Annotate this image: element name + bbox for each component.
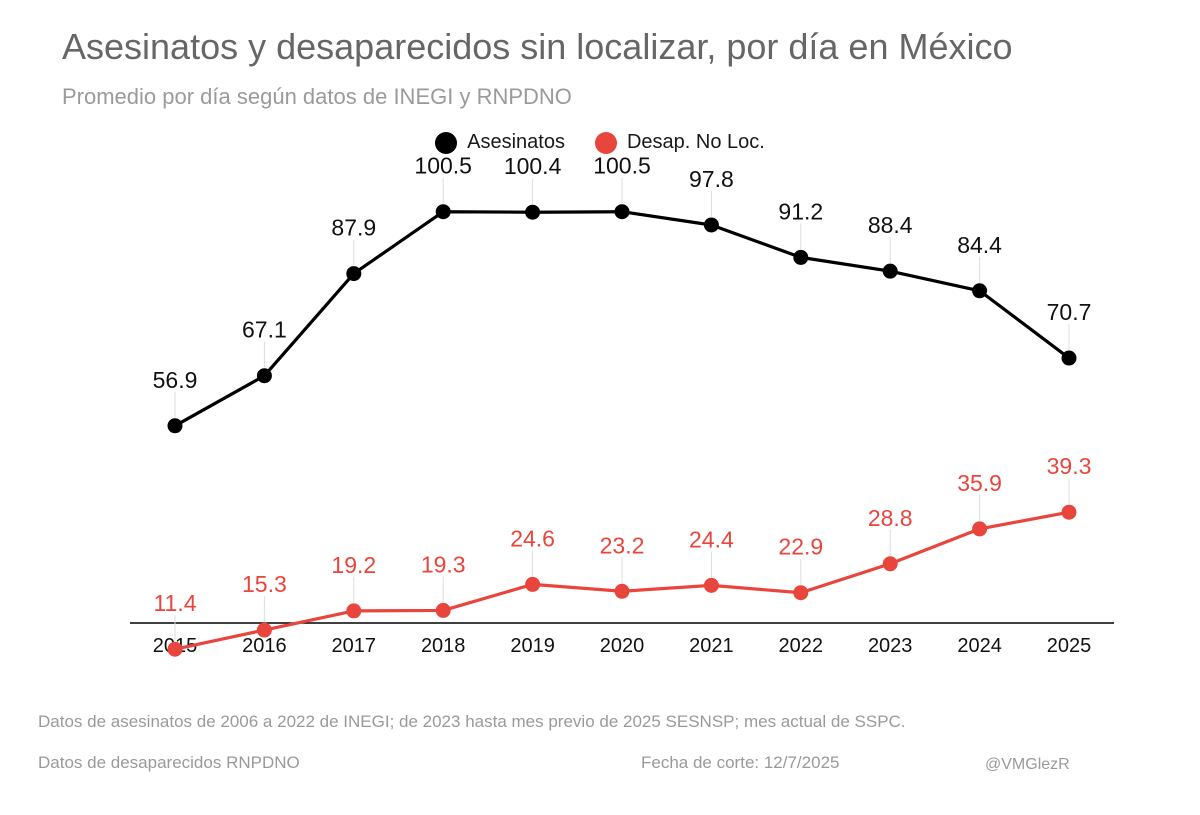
x-tick-label-2021: 2021	[689, 635, 734, 657]
footnote-missing-source: Datos de desaparecidos RNPDNO	[38, 753, 300, 772]
data-point-asesinatos-2024	[972, 283, 988, 299]
data-point-desaparecidos-2020	[614, 583, 630, 599]
legend-label-asesinatos: Asesinatos	[467, 131, 565, 153]
data-point-desaparecidos-2021	[703, 577, 719, 593]
data-point-asesinatos-2017	[346, 266, 362, 282]
data-point-desaparecidos-2015	[167, 641, 183, 657]
data-point-desaparecidos-2025	[1061, 504, 1077, 520]
data-label-desaparecidos-2019: 24.6	[510, 525, 555, 551]
author-handle: @VMGlezR	[985, 756, 1070, 773]
data-label-desaparecidos-2025: 39.3	[1047, 453, 1092, 479]
data-label-asesinatos-2018: 100.5	[414, 153, 472, 179]
data-label-asesinatos-2017: 87.9	[331, 215, 376, 241]
data-label-asesinatos-2025: 70.7	[1047, 299, 1092, 325]
data-point-asesinatos-2016	[256, 368, 272, 384]
data-point-desaparecidos-2024	[972, 521, 988, 537]
data-point-desaparecidos-2016	[256, 622, 272, 638]
data-label-desaparecidos-2021: 24.4	[689, 526, 734, 552]
x-tick-label-2022: 2022	[779, 635, 824, 657]
data-label-desaparecidos-2024: 35.9	[957, 470, 1002, 496]
x-tick-label-2018: 2018	[421, 635, 466, 657]
data-point-asesinatos-2018	[435, 204, 451, 220]
data-label-asesinatos-2020: 100.5	[593, 153, 651, 179]
data-point-asesinatos-2025	[1061, 350, 1077, 366]
data-point-asesinatos-2019	[525, 204, 541, 220]
data-label-asesinatos-2023: 88.4	[868, 212, 913, 238]
x-tick-label-2016: 2016	[242, 635, 287, 657]
footnote-sources: Datos de asesinatos de 2006 a 2022 de IN…	[38, 712, 906, 731]
data-label-desaparecidos-2015: 11.4	[153, 590, 196, 616]
data-label-desaparecidos-2016: 15.3	[242, 571, 287, 597]
data-point-desaparecidos-2019	[525, 576, 541, 592]
x-tick-label-2020: 2020	[600, 635, 645, 657]
data-label-desaparecidos-2022: 22.9	[778, 534, 823, 560]
data-point-asesinatos-2015	[167, 418, 183, 434]
data-label-desaparecidos-2020: 23.2	[600, 532, 645, 558]
x-tick-label-2023: 2023	[868, 635, 913, 657]
legend-item-desaparecidos: Desap. No Loc.	[594, 131, 765, 154]
data-point-desaparecidos-2017	[346, 603, 362, 619]
data-label-asesinatos-2019: 100.4	[504, 153, 562, 179]
data-point-desaparecidos-2018	[435, 602, 451, 618]
legend-item-asesinatos: Asesinatos	[435, 131, 565, 154]
legend-label-desaparecidos: Desap. No Loc.	[626, 131, 765, 153]
data-label-asesinatos-2016: 67.1	[242, 317, 287, 343]
data-point-desaparecidos-2022	[793, 585, 809, 601]
x-tick-label-2024: 2024	[957, 635, 1002, 657]
data-point-asesinatos-2022	[793, 249, 809, 265]
legend-swatch-asesinatos	[435, 131, 458, 154]
x-tick-label-2017: 2017	[332, 635, 377, 657]
x-tick-label-2019: 2019	[510, 635, 555, 657]
data-point-asesinatos-2020	[614, 204, 630, 220]
data-point-asesinatos-2021	[703, 217, 719, 233]
x-tick-label-2025: 2025	[1047, 635, 1092, 657]
legend: Asesinatos Desap. No Loc.	[0, 131, 1200, 154]
data-label-desaparecidos-2018: 19.3	[421, 551, 466, 577]
data-label-desaparecidos-2017: 19.2	[331, 552, 376, 578]
chart-title: Asesinatos y desaparecidos sin localizar…	[62, 26, 1013, 67]
legend-swatch-desaparecidos	[594, 131, 617, 154]
series-line-asesinatos	[174, 210, 1070, 428]
data-label-asesinatos-2024: 84.4	[957, 232, 1002, 258]
chart-subtitle: Promedio por día según datos de INEGI y …	[62, 84, 572, 109]
data-point-desaparecidos-2023	[882, 556, 898, 572]
data-label-asesinatos-2022: 91.2	[778, 198, 823, 224]
data-label-asesinatos-2015: 56.9	[153, 367, 198, 393]
data-point-asesinatos-2023	[882, 263, 898, 279]
footnote-cutoff-date: Fecha de corte: 12/7/2025	[641, 753, 840, 772]
data-label-asesinatos-2021: 97.8	[689, 166, 734, 192]
data-label-desaparecidos-2023: 28.8	[868, 505, 913, 531]
